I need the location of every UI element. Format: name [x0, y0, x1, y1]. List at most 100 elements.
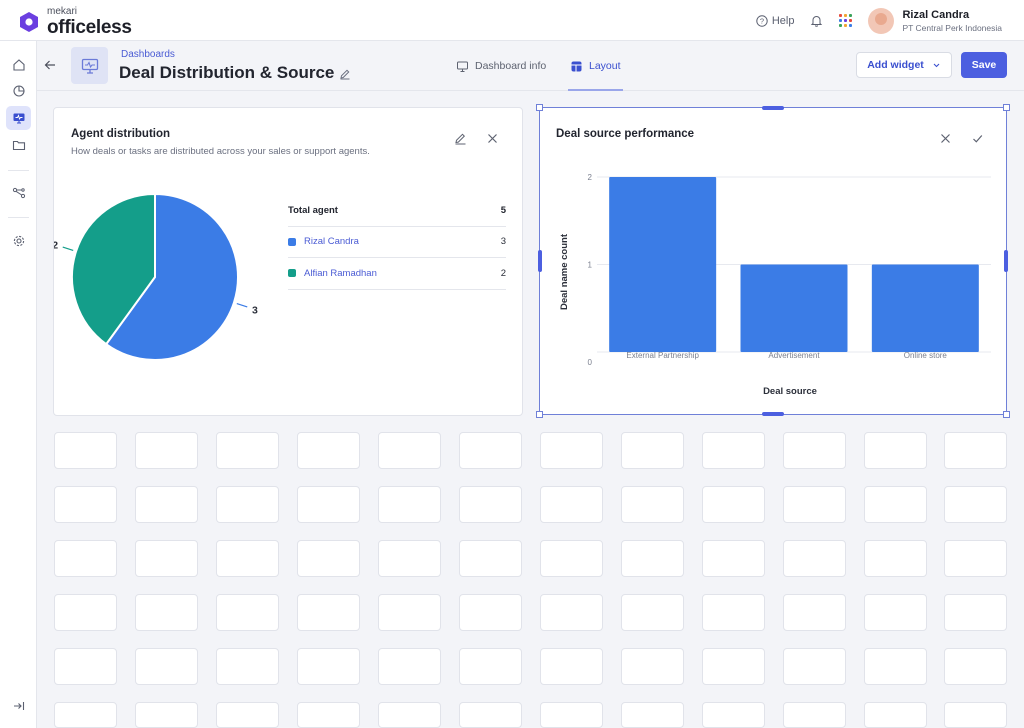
resize-handle-right[interactable] [1004, 250, 1008, 272]
rail-reports[interactable] [6, 79, 31, 103]
agent-name[interactable]: Rizal Candra [304, 236, 359, 248]
grid-slot[interactable] [783, 648, 846, 685]
grid-slot[interactable] [540, 486, 603, 523]
grid-slot[interactable] [135, 702, 198, 728]
grid-slot[interactable] [621, 594, 684, 631]
grid-slot[interactable] [783, 486, 846, 523]
grid-slot[interactable] [54, 432, 117, 469]
grid-slot[interactable] [944, 594, 1007, 631]
grid-slot[interactable] [540, 702, 603, 728]
grid-slot[interactable] [54, 594, 117, 631]
resize-handle-top-right[interactable] [1003, 104, 1010, 111]
grid-slot[interactable] [216, 486, 279, 523]
grid-slot[interactable] [135, 432, 198, 469]
grid-slot[interactable] [702, 648, 765, 685]
notifications-button[interactable] [810, 14, 823, 27]
grid-slot[interactable] [621, 432, 684, 469]
grid-slot[interactable] [864, 540, 927, 577]
grid-slot[interactable] [459, 648, 522, 685]
grid-slot[interactable] [54, 540, 117, 577]
rail-files[interactable] [6, 133, 31, 157]
confirm-widget-button[interactable] [971, 132, 984, 145]
app-switcher-icon[interactable] [839, 14, 853, 27]
close-widget-button[interactable] [939, 132, 952, 145]
grid-slot[interactable] [54, 702, 117, 728]
edit-widget-button[interactable] [454, 132, 467, 145]
resize-handle-bottom[interactable] [762, 412, 784, 416]
rail-home[interactable] [6, 53, 31, 77]
rail-expand[interactable] [6, 694, 31, 718]
grid-slot[interactable] [216, 702, 279, 728]
grid-slot[interactable] [459, 594, 522, 631]
grid-slot[interactable] [864, 486, 927, 523]
grid-slot[interactable] [378, 702, 441, 728]
save-button[interactable]: Save [961, 52, 1007, 78]
grid-slot[interactable] [216, 540, 279, 577]
grid-slot[interactable] [702, 432, 765, 469]
grid-slot[interactable] [378, 432, 441, 469]
grid-slot[interactable] [702, 702, 765, 728]
grid-slot[interactable] [216, 648, 279, 685]
grid-slot[interactable] [621, 486, 684, 523]
resize-handle-top[interactable] [762, 106, 784, 110]
grid-slot[interactable] [864, 648, 927, 685]
tab-layout[interactable]: Layout [568, 41, 623, 91]
user-menu[interactable]: Rizal Candra PT Central Perk Indonesia [902, 9, 1002, 33]
deal-source-widget[interactable]: Deal source performance 0 1 2 External Part… [536, 104, 1010, 418]
grid-slot[interactable] [702, 594, 765, 631]
avatar[interactable] [868, 7, 895, 34]
grid-slot[interactable] [135, 594, 198, 631]
grid-slot[interactable] [783, 594, 846, 631]
grid-slot[interactable] [944, 540, 1007, 577]
brand-logo[interactable]: mekari officeless [19, 7, 132, 37]
grid-slot[interactable] [378, 486, 441, 523]
edit-title-button[interactable] [339, 67, 351, 85]
rail-settings[interactable] [6, 229, 31, 253]
grid-slot[interactable] [944, 702, 1007, 728]
rail-workflows[interactable] [6, 181, 31, 205]
grid-slot[interactable] [864, 594, 927, 631]
grid-slot[interactable] [621, 540, 684, 577]
grid-slot[interactable] [135, 486, 198, 523]
grid-slot[interactable] [540, 540, 603, 577]
resize-handle-bottom-right[interactable] [1003, 411, 1010, 418]
grid-slot[interactable] [783, 540, 846, 577]
grid-slot[interactable] [702, 486, 765, 523]
help-button[interactable]: ? Help [756, 15, 794, 27]
grid-slot[interactable] [540, 432, 603, 469]
grid-slot[interactable] [944, 648, 1007, 685]
grid-slot[interactable] [378, 648, 441, 685]
add-widget-button[interactable]: Add widget [856, 52, 952, 78]
tab-dashboard-info[interactable]: Dashboard info [456, 41, 546, 91]
grid-slot[interactable] [540, 648, 603, 685]
table-row[interactable]: Alfian Ramadhan 2 [288, 258, 506, 290]
grid-slot[interactable] [378, 594, 441, 631]
grid-slot[interactable] [54, 648, 117, 685]
grid-slot[interactable] [944, 486, 1007, 523]
resize-handle-top-left[interactable] [536, 104, 543, 111]
table-row[interactable]: Rizal Candra 3 [288, 227, 506, 258]
grid-slot[interactable] [944, 432, 1007, 469]
grid-slot[interactable] [135, 648, 198, 685]
agent-name[interactable]: Alfian Ramadhan [304, 267, 377, 279]
grid-slot[interactable] [459, 702, 522, 728]
grid-slot[interactable] [459, 432, 522, 469]
resize-handle-bottom-left[interactable] [536, 411, 543, 418]
grid-slot[interactable] [297, 486, 360, 523]
grid-slot[interactable] [783, 432, 846, 469]
grid-slot[interactable] [864, 432, 927, 469]
grid-slot[interactable] [54, 486, 117, 523]
grid-slot[interactable] [540, 594, 603, 631]
grid-slot[interactable] [702, 540, 765, 577]
grid-slot[interactable] [378, 540, 441, 577]
grid-slot[interactable] [297, 540, 360, 577]
grid-slot[interactable] [459, 540, 522, 577]
grid-slot[interactable] [621, 648, 684, 685]
agent-distribution-widget[interactable]: Agent distribution How deals or tasks ar… [53, 107, 523, 416]
back-button[interactable] [43, 58, 57, 77]
grid-slot[interactable] [297, 702, 360, 728]
grid-slot[interactable] [621, 702, 684, 728]
grid-slot[interactable] [216, 594, 279, 631]
grid-slot[interactable] [216, 432, 279, 469]
resize-handle-left[interactable] [538, 250, 542, 272]
